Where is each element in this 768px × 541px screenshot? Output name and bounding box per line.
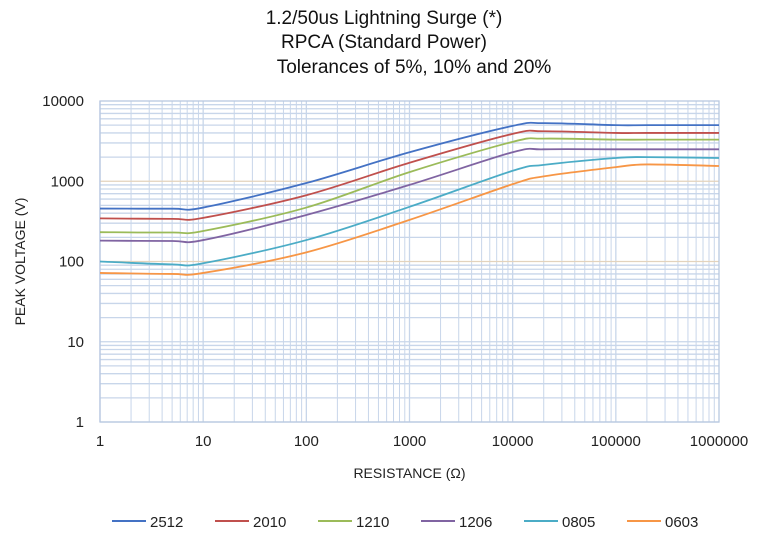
y-tick-label: 1000 bbox=[51, 173, 84, 190]
legend-label-0805: 0805 bbox=[562, 514, 595, 531]
x-axis-label: RESISTANCE (Ω) bbox=[353, 465, 465, 481]
series-line-1206 bbox=[99, 147, 719, 244]
legend-label-1206: 1206 bbox=[459, 514, 492, 531]
legend-label-1210: 1210 bbox=[356, 514, 389, 531]
x-tick-label: 1 bbox=[96, 433, 104, 450]
x-tick-label: 100 bbox=[294, 433, 319, 450]
y-tick-label: 100 bbox=[59, 254, 84, 271]
chart-title-line-2: RPCA (Standard Power) bbox=[281, 32, 487, 53]
x-tick-label: 1000 bbox=[393, 433, 426, 450]
series-line-2010 bbox=[99, 129, 719, 221]
y-axis-label: PEAK VOLTAGE (V) bbox=[12, 198, 28, 326]
x-tick-label: 100000 bbox=[591, 433, 641, 450]
series-line-0603 bbox=[99, 163, 720, 276]
legend-label-2512: 2512 bbox=[150, 514, 183, 531]
chart-title-line-1: 1.2/50us Lightning Surge (*) bbox=[265, 8, 503, 29]
y-tick-label: 10000 bbox=[42, 93, 84, 110]
legend-label-0603: 0603 bbox=[665, 514, 698, 531]
x-tick-label: 10000 bbox=[492, 433, 534, 450]
series-line-2512 bbox=[99, 121, 719, 211]
y-tick-label: 1 bbox=[76, 414, 84, 431]
y-tick-label: 10 bbox=[67, 334, 84, 351]
series-line-1210 bbox=[99, 137, 719, 235]
x-tick-label: 10 bbox=[195, 433, 212, 450]
chart-title-line-3: Tolerances of 5%, 10% and 20% bbox=[276, 57, 552, 78]
series-line-0805 bbox=[99, 156, 720, 267]
legend-label-2010: 2010 bbox=[253, 514, 286, 531]
x-tick-label: 1000000 bbox=[690, 433, 748, 450]
